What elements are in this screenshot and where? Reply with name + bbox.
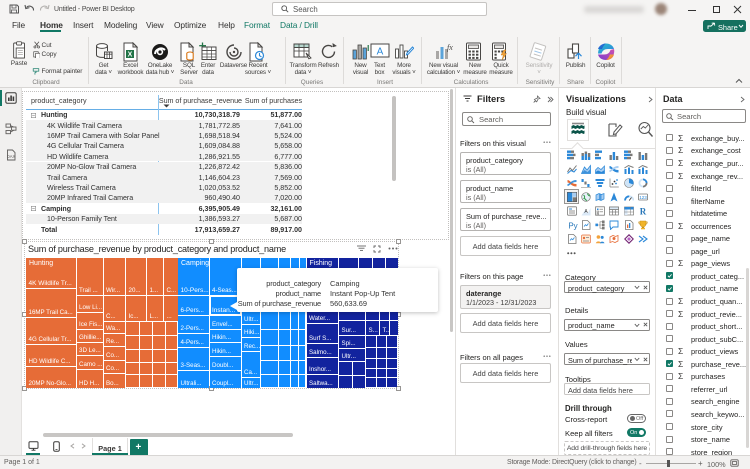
svg-text:Py: Py [568, 221, 577, 230]
svg-text:X: X [127, 52, 132, 59]
svg-text:R: R [640, 206, 647, 215]
svg-text:123: 123 [639, 194, 647, 199]
svg-text:DAX: DAX [7, 154, 16, 159]
svg-text:A: A [376, 47, 383, 58]
svg-text:fx: fx [447, 43, 453, 52]
svg-text:A: A [584, 209, 588, 215]
